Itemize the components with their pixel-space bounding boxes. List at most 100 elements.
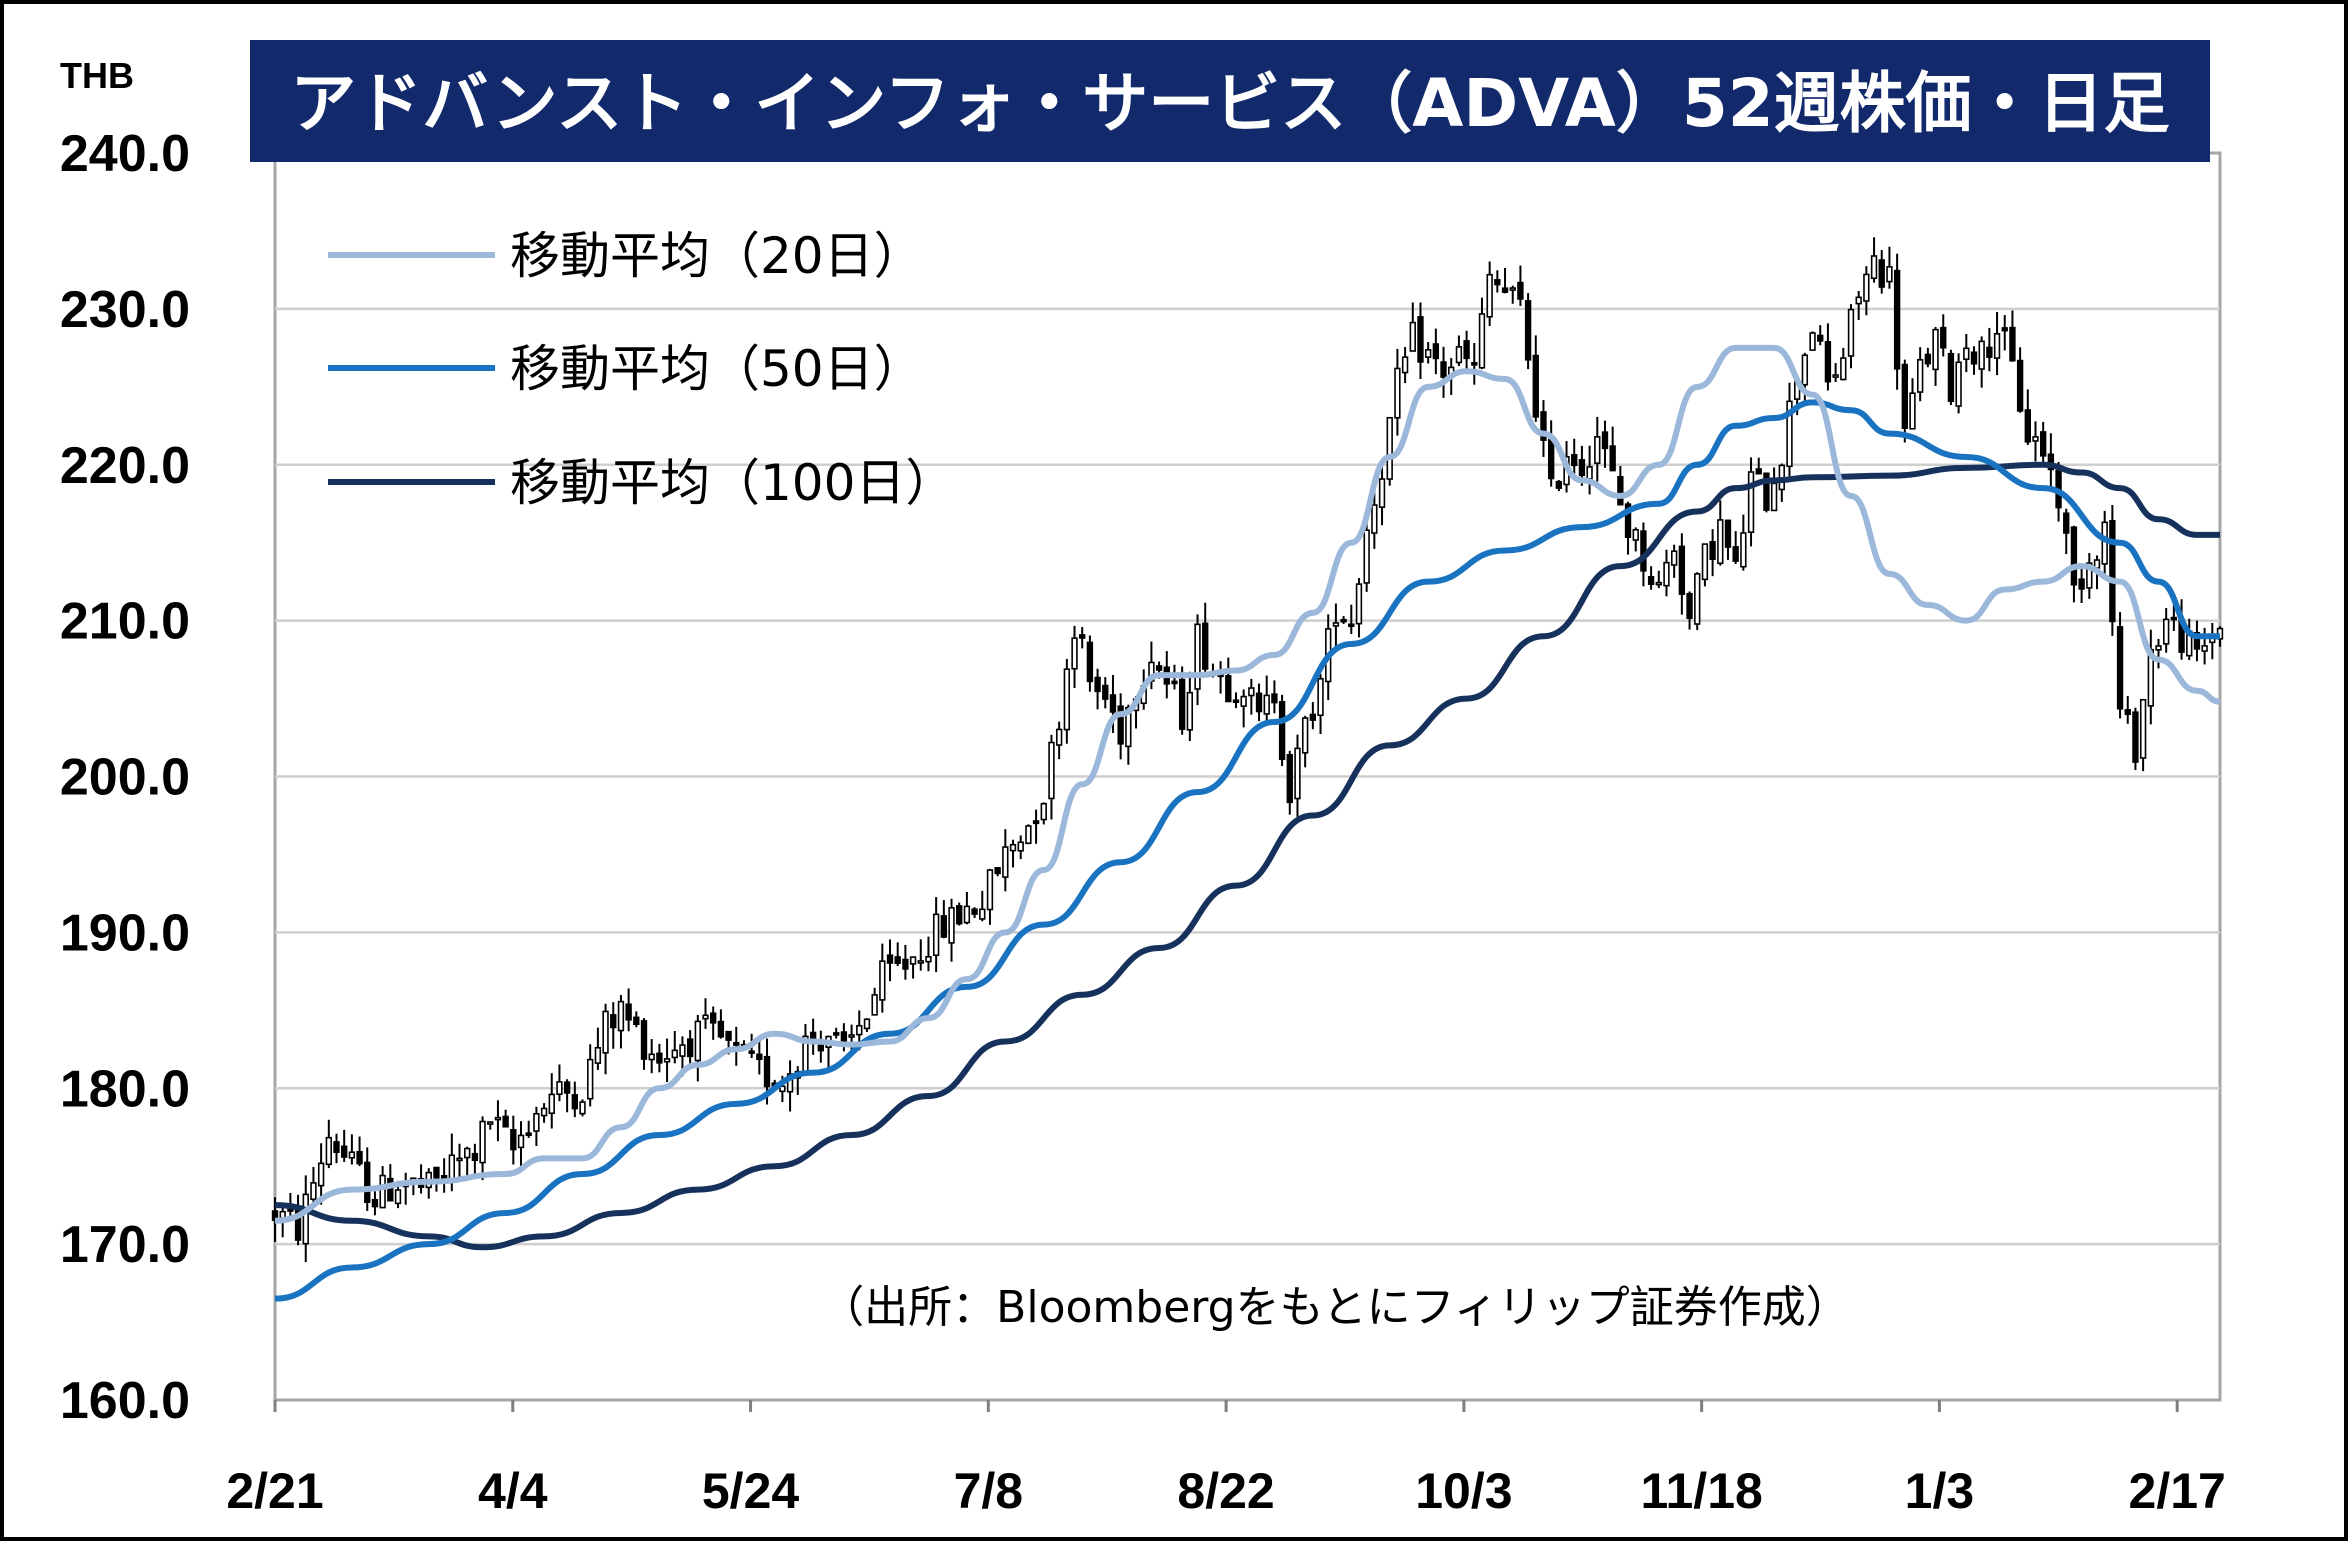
candle-body bbox=[1202, 622, 1209, 670]
candle-body bbox=[1378, 478, 1386, 508]
candle-body bbox=[1770, 482, 1778, 512]
candle-body bbox=[571, 1094, 579, 1110]
candle-body bbox=[1071, 637, 1078, 670]
candle-body bbox=[1824, 341, 1832, 383]
candle-body bbox=[1002, 846, 1009, 878]
title-banner bbox=[250, 40, 2210, 162]
candle-body bbox=[2039, 431, 2047, 457]
candle-body bbox=[1117, 705, 1124, 745]
candle-body bbox=[1040, 802, 1047, 821]
candle-body bbox=[886, 954, 894, 964]
candle-body bbox=[1724, 519, 1732, 548]
candle-body bbox=[525, 1132, 532, 1136]
candle-body bbox=[533, 1112, 540, 1132]
candle-body bbox=[1048, 741, 1055, 800]
candle-body bbox=[1401, 356, 1409, 374]
candle-body bbox=[1963, 347, 1970, 360]
candle-body bbox=[986, 869, 994, 911]
candle-body bbox=[848, 1034, 855, 1038]
candle-body bbox=[310, 1182, 317, 1201]
candle-body bbox=[648, 1053, 655, 1061]
candle-body bbox=[317, 1162, 325, 1187]
candle-body bbox=[333, 1141, 340, 1154]
y-tick-label: 210.0 bbox=[60, 593, 190, 651]
candle-body bbox=[2170, 616, 2178, 621]
candle-body bbox=[1863, 273, 1870, 302]
candle-body bbox=[479, 1120, 486, 1164]
candle-body bbox=[1978, 340, 1985, 370]
moving-average-lines bbox=[274, 344, 2221, 1302]
candle-body bbox=[1463, 340, 1470, 360]
candle-body bbox=[756, 1053, 763, 1061]
candle-body bbox=[2047, 453, 2055, 471]
candle-body bbox=[1309, 713, 1317, 721]
candle-body bbox=[464, 1147, 471, 1159]
candle-body bbox=[1932, 328, 1939, 371]
candle-body bbox=[1886, 266, 1893, 283]
candle-body bbox=[341, 1145, 348, 1158]
candle-body bbox=[1694, 573, 1701, 625]
candle-body bbox=[1916, 359, 1924, 393]
candle-body bbox=[1840, 357, 1847, 381]
candle-body bbox=[2201, 645, 2208, 652]
candle-body bbox=[1893, 269, 1901, 370]
candle-body bbox=[510, 1129, 517, 1151]
candle-body bbox=[1271, 693, 1278, 704]
candlesticks bbox=[271, 237, 2224, 1263]
candle-body bbox=[979, 908, 986, 920]
candle-body bbox=[1524, 300, 1532, 361]
x-tick-label: 2/21 bbox=[226, 1463, 323, 1519]
candle-body bbox=[917, 960, 924, 964]
candle-body bbox=[1701, 543, 1709, 581]
candle-body bbox=[994, 867, 1001, 875]
candle-body bbox=[1225, 675, 1232, 703]
candle-body bbox=[1086, 641, 1094, 683]
candle-body bbox=[902, 958, 909, 970]
candle-body bbox=[1178, 678, 1186, 730]
candle-body bbox=[1663, 561, 1670, 587]
candle-body bbox=[587, 1058, 594, 1100]
x-tick-label: 2/17 bbox=[2129, 1463, 2226, 1519]
y-tick-label: 190.0 bbox=[60, 904, 190, 962]
candle-body bbox=[1509, 287, 1516, 291]
candle-body bbox=[1009, 843, 1017, 852]
candle-body bbox=[1632, 528, 1639, 541]
legend-label-ma50: 移動平均（50日） bbox=[510, 340, 924, 398]
candle-body bbox=[1102, 684, 1109, 700]
candle-body bbox=[371, 1198, 379, 1208]
candle-body bbox=[1786, 400, 1793, 468]
candle-body bbox=[2139, 698, 2147, 759]
candle-body bbox=[763, 1055, 771, 1088]
candle-body bbox=[786, 1073, 794, 1093]
candle-body bbox=[1286, 754, 1293, 804]
candle-body bbox=[456, 1157, 463, 1162]
candle-body bbox=[617, 1000, 625, 1032]
candle-body bbox=[2078, 578, 2085, 590]
candle-body bbox=[1363, 529, 1370, 584]
x-tick-label: 7/8 bbox=[954, 1463, 1024, 1519]
candle-body bbox=[2024, 409, 2031, 443]
candle-body bbox=[971, 908, 978, 915]
candle-body bbox=[1993, 332, 2001, 359]
candle-body bbox=[625, 1003, 632, 1021]
candle-body bbox=[2063, 512, 2070, 534]
candle-body bbox=[1394, 367, 1401, 419]
candle-body bbox=[1109, 694, 1117, 713]
candle-body bbox=[1878, 259, 1885, 288]
candle-body bbox=[1340, 618, 1347, 623]
candle-body bbox=[894, 956, 901, 965]
candle-body bbox=[1424, 349, 1432, 358]
ma20-line bbox=[274, 344, 2221, 1224]
candle-body bbox=[1909, 392, 1916, 430]
candle-body bbox=[1301, 717, 1309, 754]
x-tick-label: 1/3 bbox=[1905, 1463, 1975, 1519]
y-tick-label: 170.0 bbox=[60, 1216, 190, 1274]
x-tick-label: 5/24 bbox=[702, 1463, 800, 1519]
candle-body bbox=[863, 1018, 871, 1030]
candle-body bbox=[909, 956, 917, 965]
candle-body bbox=[1717, 519, 1724, 565]
candle-body bbox=[1747, 471, 1755, 533]
x-tick-label: 10/3 bbox=[1415, 1463, 1512, 1519]
candle-body bbox=[364, 1161, 371, 1204]
legend-label-ma20: 移動平均（20日） bbox=[510, 227, 924, 285]
